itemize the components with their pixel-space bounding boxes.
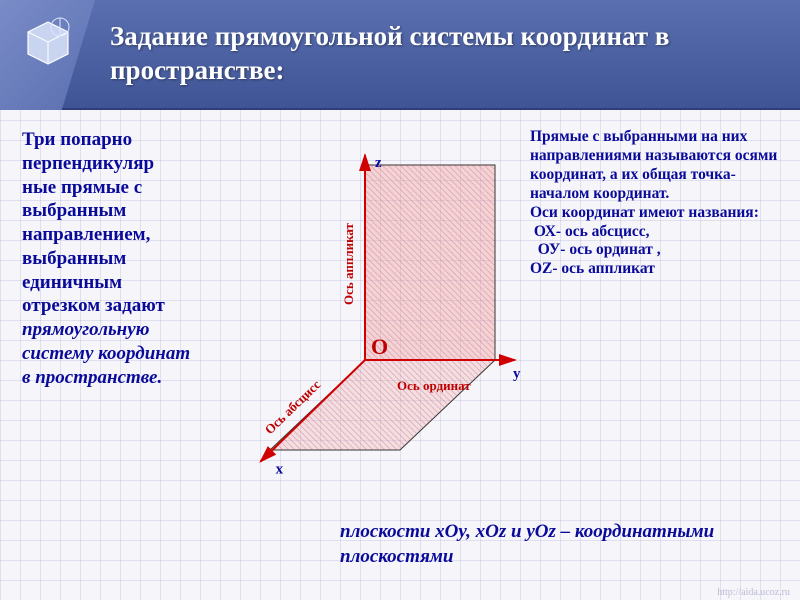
content-area: Три попарно перпендикуляр ные прямые с в… (0, 110, 800, 600)
right-p2: Оси координат имеют названия: (530, 204, 782, 223)
right-oz: ОZ- ось аппликат (530, 260, 782, 279)
svg-text:Ось ординат: Ось ординат (397, 378, 471, 393)
footer-url: http://aida.ucoz.ru (717, 587, 790, 598)
svg-text:x: x (276, 462, 284, 478)
header-cube-icon (18, 12, 73, 67)
right-oy: ОУ- ось ординат , (530, 241, 782, 260)
svg-text:z: z (375, 155, 382, 171)
right-axis-names-text: Прямые с выбранными на них направлениями… (530, 128, 782, 279)
svg-text:О: О (371, 334, 388, 359)
right-p1: Прямые с выбранными на них направлениями… (530, 128, 782, 204)
left-definition-text: Три попарно перпендикуляр ные прямые с в… (22, 128, 197, 389)
svg-text:Ось аппликат: Ось аппликат (341, 222, 356, 305)
coordinate-diagram: zyxООсь аппликатОсь ординатОсь абсцисс (205, 120, 535, 515)
page-title: Задание прямоугольной системы координат … (110, 20, 780, 88)
bottom-planes-text: плоскости xOy, xOz и yOz – координатными… (340, 520, 770, 569)
right-ox: ОХ- ось абсцисс, (530, 223, 782, 242)
svg-text:y: y (513, 366, 521, 382)
title-header: Задание прямоугольной системы координат … (0, 0, 800, 110)
left-text-italic: прямоугольную систему координат в простр… (22, 319, 190, 388)
left-text-part1: Три попарно перпендикуляр ные прямые с в… (22, 129, 165, 316)
